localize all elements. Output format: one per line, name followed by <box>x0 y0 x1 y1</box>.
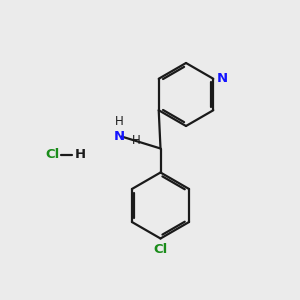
Text: Cl: Cl <box>153 243 168 256</box>
Text: H: H <box>74 148 86 161</box>
Text: N: N <box>217 72 228 85</box>
Text: N: N <box>113 130 125 143</box>
Text: H: H <box>115 115 124 128</box>
Text: Cl: Cl <box>45 148 59 161</box>
Text: H: H <box>132 134 141 148</box>
